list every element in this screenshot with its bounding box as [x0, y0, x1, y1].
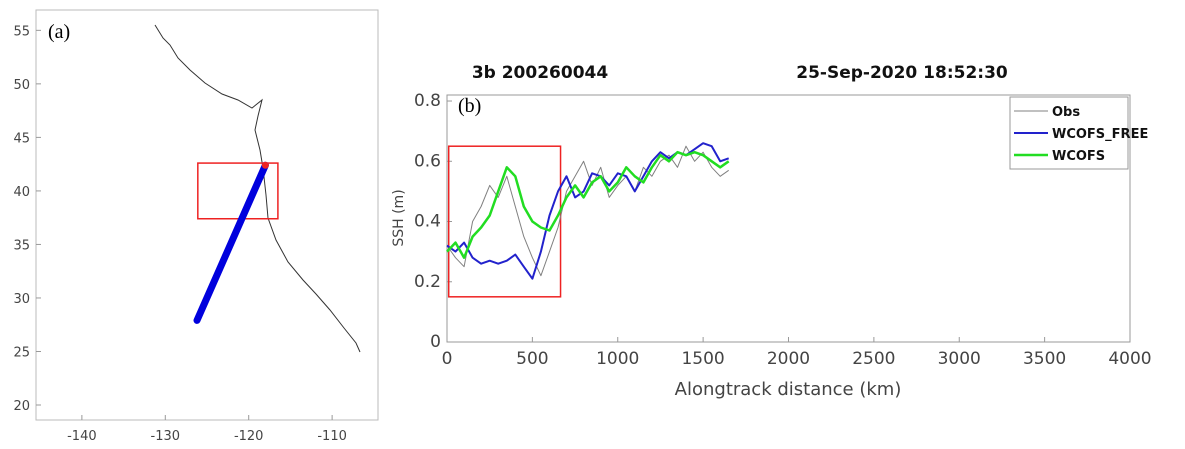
series-line [446, 150, 730, 259]
x-tick-label: -130 [151, 429, 181, 444]
x-tick-label: 1000 [596, 349, 639, 369]
legend-label: Obs [1052, 105, 1080, 120]
x-tick-label: 4000 [1108, 349, 1151, 369]
track [193, 161, 269, 324]
x-tick-label: 1500 [681, 349, 724, 369]
x-tick-label: 0 [442, 349, 453, 369]
x-tick-label: 500 [516, 349, 548, 369]
legend-label: WCOFS_FREE [1052, 127, 1148, 142]
y-tick-label: 50 [13, 78, 30, 93]
y-tick-label: 25 [13, 345, 30, 360]
x-tick-label: 2500 [852, 349, 895, 369]
y-tick-label: 0.6 [414, 151, 441, 171]
y-tick-label: 0.4 [414, 212, 441, 232]
y-tick-label: 30 [13, 292, 30, 307]
series-line [446, 145, 729, 277]
y-tick-label: 35 [13, 238, 30, 253]
x-tick-label: 3500 [1023, 349, 1066, 369]
highlight-box [447, 145, 562, 298]
x-tick-label: 3000 [938, 349, 981, 369]
x-tick-label: 2000 [767, 349, 810, 369]
y-tick-label: 45 [13, 131, 30, 146]
x-tick-label: -110 [317, 429, 347, 444]
y-axis-label: SSH (m) [391, 189, 407, 246]
y-tick-label: 0.2 [414, 272, 441, 292]
series-line [446, 142, 730, 280]
y-tick-label: 40 [13, 185, 30, 200]
x-tick-label: -140 [67, 429, 97, 444]
coastline [154, 24, 361, 353]
chart-title: 3b 200260044 [472, 63, 609, 83]
x-tick-label: -120 [234, 429, 264, 444]
panel-label: (b) [458, 95, 481, 117]
panel-label: (a) [48, 21, 70, 43]
y-tick-label: 55 [13, 24, 30, 39]
y-tick-label: 0.8 [414, 91, 441, 111]
track-end [261, 161, 269, 169]
chart-subtitle: 25-Sep-2020 18:52:30 [796, 63, 1008, 83]
map-frame [35, 9, 379, 421]
y-tick-label: 20 [13, 399, 30, 414]
legend-label: WCOFS [1052, 149, 1105, 164]
highlight-box [197, 162, 279, 220]
y-tick-label: 0 [430, 332, 441, 352]
x-axis-label: Alongtrack distance (km) [675, 379, 902, 400]
